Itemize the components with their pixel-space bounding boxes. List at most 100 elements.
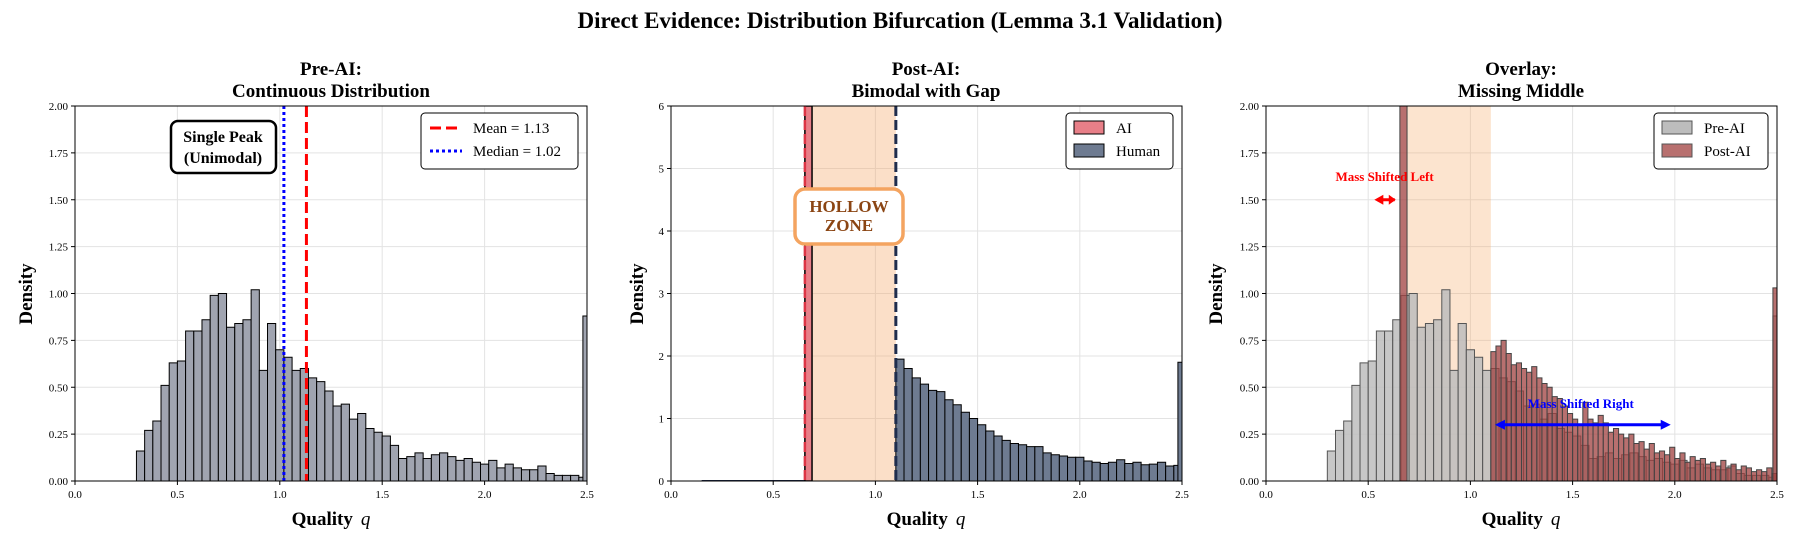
legend-ai-label: AI	[1116, 121, 1132, 137]
overlay-postai-bar	[1766, 467, 1773, 481]
overlay-postai-bar	[1679, 452, 1686, 481]
preai-bar	[570, 474, 580, 481]
x-tick-label: 2.0	[1668, 489, 1682, 501]
overlay-postai-bar	[1587, 418, 1594, 481]
overlay-preai-bar	[1351, 384, 1361, 481]
y-tick-label: 1.00	[49, 289, 69, 301]
shift-left-label: Mass Shifted Left	[1335, 169, 1434, 184]
overlay-postai-bar	[1618, 433, 1625, 481]
preai-bar	[553, 474, 563, 481]
legend-median-label: Median = 1.02	[473, 144, 561, 160]
arrow-head	[1388, 194, 1396, 205]
preai-bar	[471, 461, 482, 481]
preai-bar	[226, 326, 236, 481]
y-tick-label: 1.00	[1240, 289, 1260, 301]
y-tick-label: 0.25	[49, 429, 69, 441]
panel1-legend: Mean = 1.13 Median = 1.02	[420, 112, 579, 170]
human-bar	[1181, 466, 1182, 481]
hollow-zone-line1: HOLLOW	[809, 197, 888, 216]
x-tick-label: 0.0	[68, 489, 82, 501]
panel2-ticks: 0.0 0.5 1.0 1.5 2.0 2.5 0 1 2 3 4 5 6	[659, 101, 1190, 501]
human-bar	[1198, 468, 1206, 481]
overlay-postai-bar	[1730, 463, 1737, 481]
preai-bar	[316, 381, 326, 481]
y-tick-label: 4	[659, 226, 665, 238]
panel-pre-ai: Pre-AI: Continuous Distribution 0.0 0.5 1.…	[16, 59, 594, 530]
preai-bar	[529, 469, 539, 481]
preai-bar	[512, 467, 522, 481]
overlay-postai-bar	[1776, 471, 1777, 481]
legend-ai-swatch	[1073, 120, 1105, 135]
overlay-postai-bar	[1582, 401, 1589, 481]
panel3-ticks: 0.0 0.5 1.0 1.5 2.0 2.5 0.00 0.25 0.50 0.75 1.00 1.…	[1240, 101, 1785, 501]
y-tick-label: 0.75	[49, 335, 69, 347]
preai-bar	[480, 463, 490, 481]
panel1-ylabel: Density	[16, 263, 37, 325]
human-bar	[919, 383, 930, 481]
overlay-postai-bar	[1750, 471, 1758, 481]
overlay-postai-bar	[1740, 465, 1747, 481]
human-bar	[1001, 439, 1011, 481]
y-tick-label: 1	[659, 414, 665, 426]
overlay-postai-bar	[1536, 377, 1543, 481]
panel3-xlabel: Quality q	[1482, 509, 1561, 530]
preai-bar	[545, 473, 555, 481]
overlay-postai-bar	[1761, 471, 1768, 481]
y-tick-label: 2.00	[1240, 101, 1260, 113]
human-bar	[936, 391, 946, 481]
preai-bar	[357, 413, 367, 481]
x-tick-label: 1.5	[971, 489, 985, 501]
preai-bar	[488, 459, 498, 481]
x-tick-label: 0.0	[1259, 489, 1273, 501]
shift-right-arrow	[1494, 419, 1671, 430]
overlay-postai-bar	[1689, 456, 1696, 481]
overlay-postai-bar	[1572, 418, 1579, 481]
legend-postai-label: Post-AI	[1704, 144, 1751, 160]
preai-bar	[447, 456, 457, 481]
human-bar	[1207, 470, 1215, 481]
overlay-postai-bar	[1745, 467, 1752, 481]
x-tick-label: 2.5	[1175, 489, 1189, 501]
preai-bar	[422, 458, 432, 481]
preai-bar	[365, 428, 375, 481]
panel2-title-line1: Post-AI:	[892, 59, 961, 80]
arrow-head	[1494, 419, 1505, 430]
preai-tail-bar	[582, 315, 587, 481]
preai-bar	[176, 360, 187, 481]
preai-bar	[332, 405, 342, 481]
human-bar	[911, 377, 921, 481]
panel3-title-line1: Overlay:	[1485, 59, 1557, 80]
preai-bar	[258, 369, 269, 481]
x-tick-label: 0.5	[171, 489, 185, 501]
single-peak-annotation: Single Peak (Unimodal)	[169, 119, 278, 175]
shift-right-label: Mass Shifted Right	[1528, 396, 1635, 411]
overlay-postai-bar	[1490, 351, 1497, 481]
preai-bar	[242, 319, 252, 481]
preai-bar	[496, 467, 506, 481]
human-bar	[993, 435, 1003, 481]
preai-bar	[168, 362, 178, 481]
human-bar	[1042, 452, 1052, 481]
overlay-preai-bar	[1367, 360, 1377, 481]
hollow-zone-line2: ZONE	[825, 216, 873, 235]
overlay-postai-bar	[1526, 371, 1533, 481]
x-tick-label: 1.0	[1464, 489, 1478, 501]
y-tick-label: 1.75	[1240, 148, 1260, 160]
x-tick-label: 1.5	[375, 489, 389, 501]
overlay-preai-bar	[1482, 369, 1492, 481]
panel-overlay: Overlay: Missing Middle 0.0 0.5 1.0 1.5 2.0 2…	[1206, 59, 1785, 530]
hollow-zone-annotation: HOLLOW ZONE	[793, 187, 905, 246]
x-tick-label: 0.5	[766, 489, 780, 501]
panel1-xlabel: Quality q	[292, 509, 371, 530]
human-bar	[1026, 446, 1036, 481]
preai-bar	[144, 429, 154, 481]
preai-bar	[234, 323, 244, 481]
overlay-preai-bar	[1473, 356, 1484, 481]
y-tick-label: 1.75	[49, 148, 69, 160]
arrow-head	[1660, 419, 1671, 430]
x-tick-label: 1.0	[273, 489, 287, 501]
overlay-postai-spike-bar	[1399, 106, 1408, 481]
human-bar	[1215, 471, 1223, 481]
overlay-preai-bar	[1465, 349, 1475, 481]
